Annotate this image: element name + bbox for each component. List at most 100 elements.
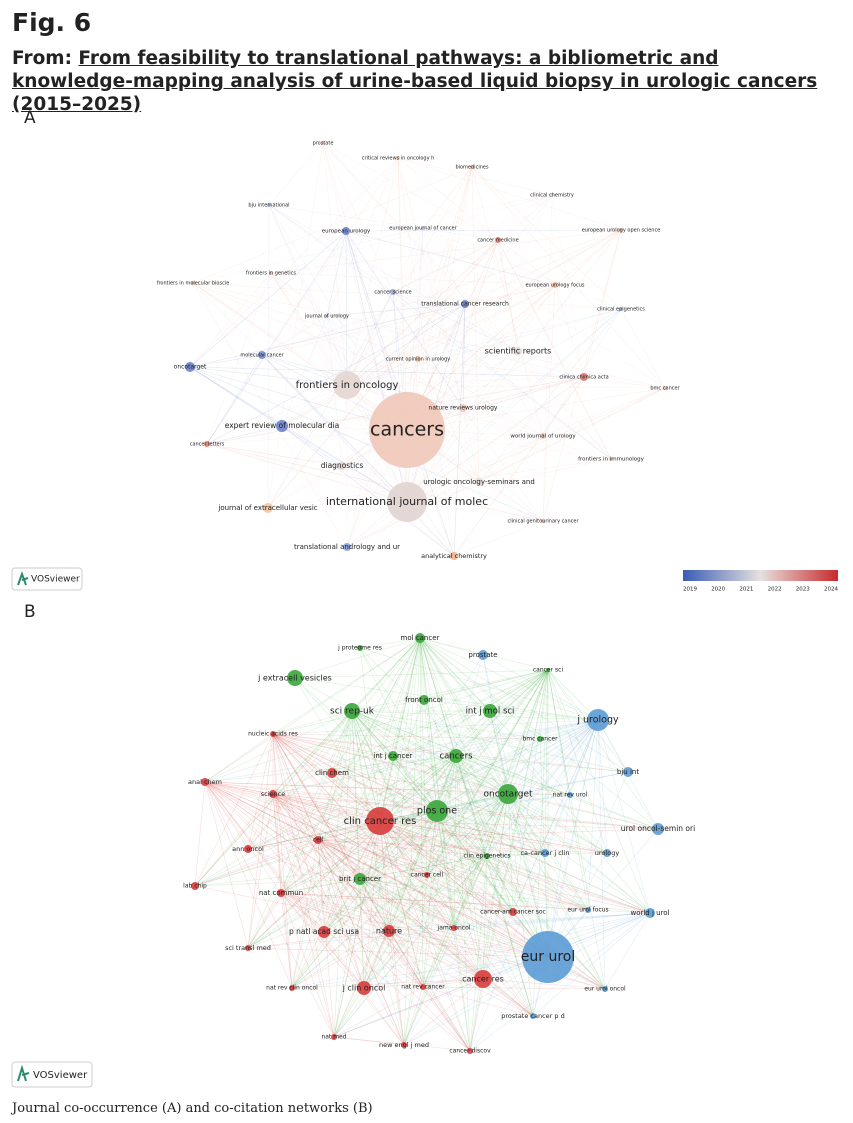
edge [351,710,424,988]
edge [192,166,473,284]
edge [486,855,651,914]
edge [272,733,488,857]
node [567,792,573,798]
node-label: frontiers in genetics [246,271,296,277]
edge [478,387,666,483]
edge [363,755,457,989]
edge [388,669,549,932]
edge [204,781,282,894]
edge [272,733,484,980]
edge [326,230,347,317]
edge [272,793,549,958]
node [663,386,667,390]
edge [247,733,274,949]
edge [359,878,651,914]
article-link[interactable]: From feasibility to translational pathwa… [12,48,818,115]
edge [204,781,361,880]
node-label: eur urol focus [567,907,608,914]
edge [597,719,651,914]
edge [291,719,599,989]
edge [189,230,347,368]
edge [204,781,651,914]
edge [247,637,421,850]
edge [272,793,381,822]
edge [247,820,381,850]
edge [247,912,651,949]
node-label: brit j cancer [339,875,381,883]
edge [363,793,509,989]
edge [507,793,659,830]
edge [272,793,589,911]
edge [268,204,348,386]
edge [206,443,544,522]
edge [291,710,353,989]
edge [453,303,466,557]
node [475,478,483,486]
edge [351,710,457,757]
edge [436,810,488,857]
edge [351,710,541,740]
edge [281,284,556,427]
edge [469,855,488,1052]
edge [392,669,549,757]
edge [507,793,549,958]
edge [247,710,353,850]
edge [423,699,438,812]
edge [272,793,608,854]
edge [359,647,509,795]
edge [359,647,549,958]
edge [247,810,438,850]
from-prefix: From: [12,48,72,69]
node-label: cancer res [462,975,504,984]
node-label: prostate [468,651,497,659]
node [267,203,271,207]
edge [419,637,589,911]
edge [436,669,549,812]
edge [422,227,666,389]
edge [204,781,405,1046]
edge [455,755,608,854]
edge [507,793,571,796]
edge [346,166,473,548]
edge [363,956,549,989]
edge [597,719,606,990]
edge [379,755,457,822]
edge [280,820,381,894]
edge [323,820,381,933]
node-label: cancer sci [533,667,564,674]
edge [379,820,651,914]
edge [272,719,599,795]
node [552,282,558,288]
node-label: world j urol [630,909,669,917]
edge [379,820,471,1052]
node [245,945,251,951]
edge [455,755,589,911]
edge [261,354,348,386]
edge [388,719,599,932]
node [619,307,623,311]
node-label: nat commun [259,889,303,897]
edge [406,284,556,503]
edge [272,793,471,1052]
edge [419,637,534,1017]
edge [419,637,424,988]
edge [204,781,319,841]
edge [436,810,651,914]
edge [351,710,608,854]
edge [247,793,274,850]
edge [419,637,455,929]
edge [247,848,549,958]
edge [272,793,325,933]
edge [486,793,509,857]
edge [422,719,599,988]
edge [388,755,457,932]
edge [194,733,274,887]
node [645,908,655,918]
edge [192,282,544,437]
edge [206,443,343,467]
node-label: eur urol oncol [584,986,626,993]
edge [281,229,622,427]
edge [192,227,424,284]
edge [204,781,335,1038]
edge [478,308,622,483]
